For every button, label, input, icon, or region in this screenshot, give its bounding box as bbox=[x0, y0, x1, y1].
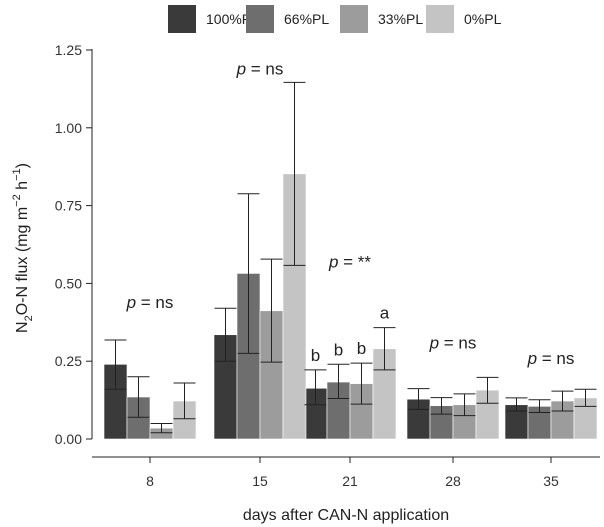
x-tick-label: 35 bbox=[543, 473, 559, 489]
p-value-text: = ns bbox=[439, 334, 476, 353]
p-symbol: p bbox=[236, 60, 246, 79]
error-bar-100%PL-day-21 bbox=[304, 369, 327, 406]
x-tick-label: 8 bbox=[146, 473, 154, 489]
p-value-text: = ns bbox=[246, 60, 283, 79]
error-bar-0%PL-day-35 bbox=[574, 388, 597, 407]
y-axis-label-part: −1 bbox=[11, 168, 23, 181]
significance-letter: a bbox=[380, 304, 390, 323]
bars bbox=[103, 173, 598, 440]
p-symbol: p bbox=[126, 293, 136, 312]
error-bar-33%PL-day-8 bbox=[150, 422, 173, 434]
p-value-annotation: p = ** bbox=[328, 253, 371, 272]
x-axis-label: days after CAN-N application bbox=[243, 507, 449, 524]
legend-item-100%PL: 100%PL bbox=[168, 5, 259, 33]
y-tick-label: 1.00 bbox=[55, 120, 82, 136]
legend-item-0%PL: 0%PL bbox=[426, 5, 502, 33]
y-tick-label: 1.25 bbox=[55, 42, 82, 58]
y-axis-label: N2O-N flux (mg m−2 h−1) bbox=[11, 163, 35, 333]
x-tick-label: 28 bbox=[445, 473, 461, 489]
p-value-annotation: p = ns bbox=[126, 293, 174, 312]
annotations: p = nsp = nsp = **p = nsp = nsb b ba bbox=[126, 60, 575, 368]
p-value-annotation: p = ns bbox=[236, 60, 284, 79]
p-value-text: = ** bbox=[338, 253, 371, 272]
p-value-annotation: p = ns bbox=[527, 349, 575, 368]
error-bar-100%PL-day-28 bbox=[407, 388, 430, 410]
error-bar-33%PL-day-21 bbox=[350, 362, 373, 405]
legend-label: 0%PL bbox=[464, 11, 502, 27]
error-bar-0%PL-day-28 bbox=[476, 376, 499, 404]
significance-letter: b bbox=[357, 339, 366, 358]
error-bar-33%PL-day-15 bbox=[260, 258, 283, 363]
y-axis-label-part: ) bbox=[14, 163, 31, 168]
error-bar-0%PL-day-15 bbox=[283, 81, 306, 266]
y-axis-label-part: −2 bbox=[11, 194, 23, 207]
error-bar-66%PL-day-35 bbox=[528, 399, 551, 414]
error-bar-66%PL-day-15 bbox=[237, 193, 260, 354]
y-tick-label: 0.50 bbox=[55, 275, 82, 291]
error-bar-100%PL-day-8 bbox=[104, 339, 127, 390]
significance-letter: b bbox=[334, 340, 343, 359]
y-axis-label-part: 2 bbox=[23, 315, 35, 321]
legend-label: 66%PL bbox=[284, 11, 329, 27]
error-bar-66%PL-day-28 bbox=[430, 397, 453, 415]
error-bar-100%PL-day-35 bbox=[505, 397, 528, 412]
x-tick-label: 15 bbox=[252, 473, 268, 489]
legend: 100%PL 66%PL 33%PL 0%PL bbox=[168, 5, 502, 33]
y-ticks: 0.00 0.25 0.50 0.75 1.00 1.25 bbox=[55, 42, 92, 447]
error-bar-66%PL-day-21 bbox=[327, 363, 350, 400]
y-tick-label: 0.75 bbox=[55, 198, 82, 214]
p-symbol: p bbox=[429, 334, 439, 353]
p-value-annotation: p = ns bbox=[429, 334, 477, 353]
error-bars bbox=[104, 81, 597, 434]
error-bar-0%PL-day-21 bbox=[373, 327, 396, 371]
significance-letter: b bbox=[311, 346, 320, 365]
p-symbol: p bbox=[527, 349, 537, 368]
p-value-text: = ns bbox=[537, 349, 574, 368]
y-tick-label: 0.25 bbox=[55, 353, 82, 369]
p-symbol: p bbox=[328, 253, 338, 272]
error-bar-100%PL-day-15 bbox=[214, 307, 237, 362]
legend-swatch bbox=[168, 5, 196, 33]
legend-item-33%PL: 33%PL bbox=[340, 5, 423, 33]
x-tick-label: 21 bbox=[342, 473, 358, 489]
p-value-text: = ns bbox=[136, 293, 173, 312]
y-axis-label-part: h bbox=[14, 181, 31, 194]
error-bar-33%PL-day-28 bbox=[453, 393, 476, 417]
y-axis-label-part: O-N flux (mg m bbox=[14, 207, 31, 315]
error-bar-66%PL-day-8 bbox=[127, 376, 150, 418]
legend-label: 33%PL bbox=[378, 11, 423, 27]
y-tick-label: 0.00 bbox=[55, 431, 82, 447]
error-bar-33%PL-day-35 bbox=[551, 390, 574, 412]
axes: 0.00 0.25 0.50 0.75 1.00 1.25 8 15 21 28 35 days … bbox=[11, 42, 600, 524]
legend-swatch bbox=[246, 5, 274, 33]
legend-label: 100%PL bbox=[206, 11, 259, 27]
legend-item-66%PL: 66%PL bbox=[246, 5, 329, 33]
error-bar-0%PL-day-8 bbox=[173, 382, 196, 420]
y-axis-label-part: N bbox=[14, 321, 31, 333]
x-ticks: 8 15 21 28 35 bbox=[146, 457, 559, 489]
legend-swatch bbox=[426, 5, 454, 33]
legend-swatch bbox=[340, 5, 368, 33]
